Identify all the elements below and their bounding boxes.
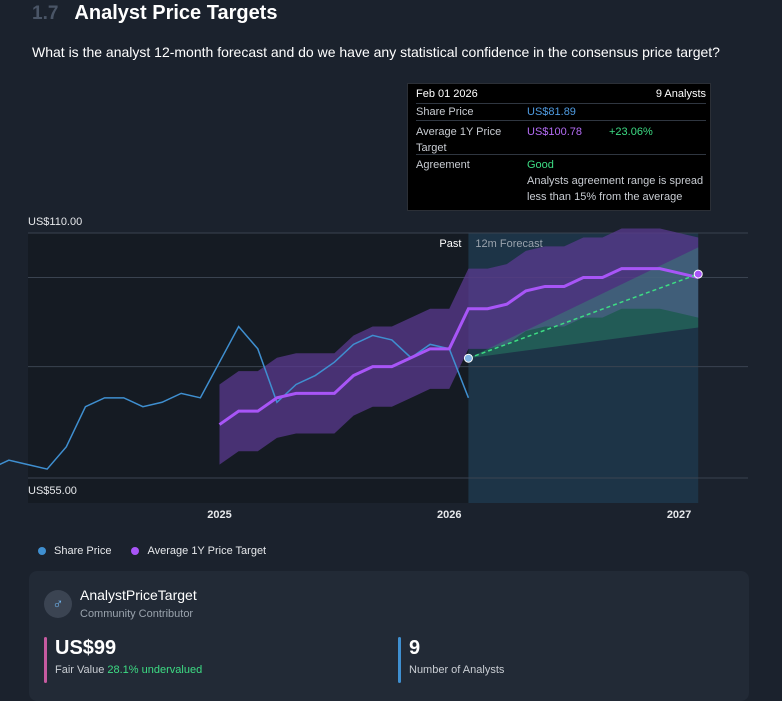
past-label: Past <box>439 238 461 250</box>
forecast-line <box>468 273 699 359</box>
contributor-avatar-icon[interactable]: ♂ <box>44 590 72 618</box>
x-tick-label: 2026 <box>437 509 461 521</box>
chart-tooltip: Feb 01 2026 9 Analysts Share Price US$81… <box>407 83 711 211</box>
legend-share-price[interactable]: Share Price <box>38 545 111 557</box>
tooltip-analysts: 9 Analysts <box>655 88 706 100</box>
y-tick-label: US$55.00 <box>28 485 77 497</box>
forecast-label: 12m Forecast <box>475 238 542 250</box>
analyst-count-bar <box>398 637 401 683</box>
share-price-line <box>0 325 470 470</box>
tooltip-agreement-label: Agreement <box>416 159 470 171</box>
analyst-count: 9 <box>409 637 421 659</box>
price-target-swatch-icon <box>131 547 140 555</box>
section-title: Analyst Price Targets <box>74 2 278 24</box>
tooltip-agreement-note-2: less than 15% from the average <box>527 191 683 203</box>
price-target-chart[interactable]: US$110.00 US$55.00 2025 2026 2027 Past 12m For… <box>0 0 782 540</box>
tooltip-share-price-value: US$81.89 <box>527 106 576 118</box>
analyst-count-metric: 9 Number of Analysts <box>398 637 505 683</box>
target-range-band <box>219 228 699 465</box>
fair-value-label: Fair Value <box>55 664 105 676</box>
forecast-cone <box>468 247 699 359</box>
tooltip-target-label-2: Target <box>416 142 447 154</box>
contributor-name[interactable]: AnalystPriceTarget <box>80 587 197 603</box>
fair-value-bar <box>44 637 47 683</box>
tooltip-share-price-label: Share Price <box>416 106 474 118</box>
legend-share-price-label: Share Price <box>54 545 112 557</box>
fair-value: US$99 <box>55 637 117 659</box>
y-tick-label: US$110.00 <box>28 216 82 228</box>
tooltip-agreement-value: Good <box>527 159 554 171</box>
x-tick-label: 2025 <box>207 509 231 521</box>
price-target-point <box>693 269 703 279</box>
contributor-card: ♂ AnalystPriceTarget Community Contribut… <box>29 571 749 701</box>
share-price-point <box>463 353 473 363</box>
share-price-swatch-icon <box>38 547 46 555</box>
tooltip-target-label-1: Average 1Y Price <box>416 126 502 138</box>
analyst-count-label: Number of Analysts <box>409 664 505 676</box>
fair-value-note: 28.1% undervalued <box>107 664 203 676</box>
fair-value-metric: US$99 Fair Value 28.1% undervalued <box>44 637 203 683</box>
legend-price-target[interactable]: Average 1Y Price Target <box>131 545 266 557</box>
tooltip-target-value: US$100.78 <box>527 126 583 138</box>
legend-price-target-label: Average 1Y Price Target <box>147 545 267 557</box>
tooltip-target-change: +23.06% <box>609 126 653 138</box>
price-target-line <box>218 267 699 426</box>
tooltip-date: Feb 01 2026 <box>416 88 478 100</box>
section-number: 1.7 <box>32 3 59 24</box>
section-header: 1.7 Analyst Price Targets <box>32 2 277 25</box>
tooltip-agreement-note-1: Analysts agreement range is spread <box>527 175 704 187</box>
x-tick-label: 2027 <box>667 509 691 521</box>
section-question: What is the analyst 12-month forecast an… <box>32 44 720 60</box>
contributor-role: Community Contributor <box>80 608 194 620</box>
chart-legend: Share Price Average 1Y Price Target <box>38 545 266 557</box>
